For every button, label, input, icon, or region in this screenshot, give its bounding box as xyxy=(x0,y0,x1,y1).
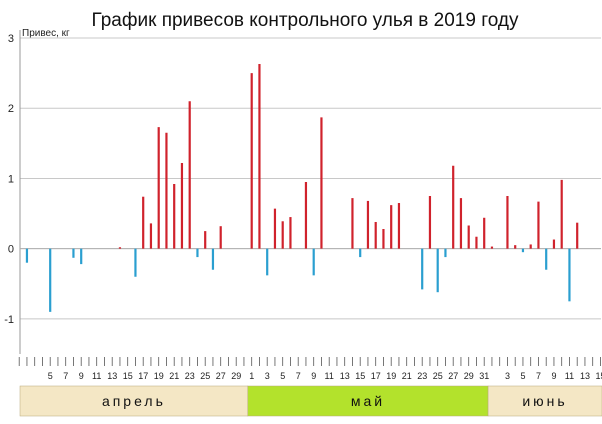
x-tick-label: 11 xyxy=(565,371,574,381)
x-tick-label: 5 xyxy=(520,371,525,381)
x-tick-label: 7 xyxy=(536,371,541,381)
x-tick-label: 31 xyxy=(479,371,489,381)
x-tick-label: 1 xyxy=(249,371,254,381)
x-tick-label: 15 xyxy=(123,371,133,381)
x-tick-label: 17 xyxy=(138,371,148,381)
x-tick-label: 25 xyxy=(200,371,210,381)
x-tick-label: 23 xyxy=(417,371,427,381)
x-tick-label: 11 xyxy=(92,371,101,381)
y-tick-label: -1 xyxy=(4,314,14,326)
x-tick-label: 15 xyxy=(355,371,365,381)
month-segment xyxy=(19,385,249,417)
y-tick-label: 2 xyxy=(8,103,14,115)
x-tick-label: 29 xyxy=(464,371,474,381)
x-tick-label: 5 xyxy=(48,371,53,381)
x-tick-label: 13 xyxy=(340,371,350,381)
y-tick-labels: 3 2 1 0 -1 xyxy=(4,33,14,326)
x-tick-label: 23 xyxy=(185,371,195,381)
y-axis-label: Привес, кг xyxy=(22,28,70,39)
month-label: апрель xyxy=(102,393,166,409)
month-segment xyxy=(487,385,602,417)
x-tick-label: 3 xyxy=(265,371,270,381)
x-tick-label: 3 xyxy=(505,371,510,381)
x-tick-label: 15 xyxy=(595,371,602,381)
x-tick-label: 21 xyxy=(169,371,179,381)
x-tick-label: 29 xyxy=(231,371,241,381)
month-band: апрель май июнь xyxy=(19,385,602,417)
x-tick-label: 9 xyxy=(311,371,316,381)
x-tick-label: 9 xyxy=(79,371,84,381)
x-tick-label: 9 xyxy=(551,371,556,381)
x-ticks: 5 7 9 11 13 15 17 19 21 23 25 27 29 1 3 5 7 9 11 13 15 17 19 21… xyxy=(18,357,602,381)
x-tick-label: 13 xyxy=(107,371,117,381)
x-tick-label: 13 xyxy=(580,371,590,381)
month-segment xyxy=(247,385,489,417)
x-tick-label: 7 xyxy=(63,371,68,381)
x-tick-label: 11 xyxy=(325,371,334,381)
month-label: июнь xyxy=(522,393,567,409)
y-tick-label: 1 xyxy=(8,173,14,185)
x-tick-label: 7 xyxy=(296,371,301,381)
x-tick-label: 27 xyxy=(216,371,226,381)
x-tick-label: 5 xyxy=(280,371,285,381)
x-tick-label: 25 xyxy=(433,371,443,381)
chart-title: График привесов контрольного улья в 2019… xyxy=(92,10,519,31)
bars xyxy=(25,63,579,312)
month-label: май xyxy=(351,393,385,409)
x-tick-label: 19 xyxy=(386,371,396,381)
y-tick-label: 0 xyxy=(8,244,14,256)
y-tick-label: 3 xyxy=(8,33,14,45)
x-tick-label: 27 xyxy=(448,371,458,381)
grid-lines xyxy=(19,30,601,354)
x-tick-label: 19 xyxy=(154,371,164,381)
x-tick-label: 17 xyxy=(371,371,381,381)
x-tick-label: 21 xyxy=(402,371,412,381)
